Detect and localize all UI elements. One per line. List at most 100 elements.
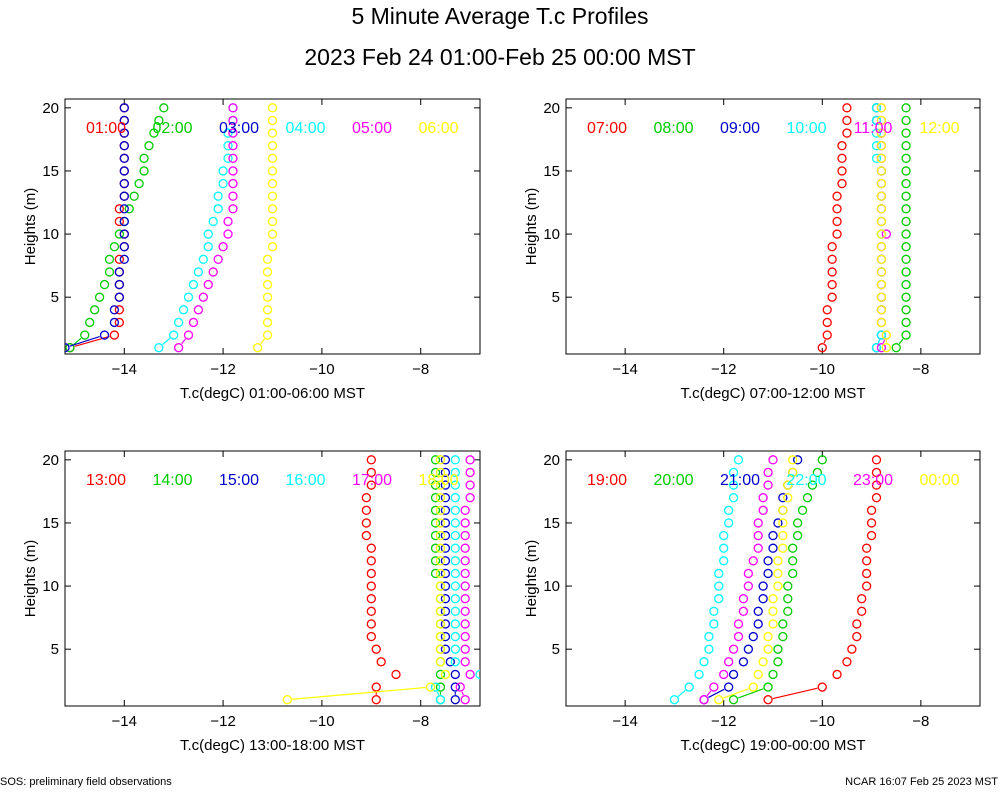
- y-axis-label: Heights (m): [22, 540, 39, 618]
- data-point: [440, 543, 451, 553]
- series-1800: [282, 455, 451, 705]
- data-point: [842, 115, 852, 126]
- data-point: [783, 480, 793, 490]
- data-point: [435, 619, 446, 629]
- data-point: [788, 455, 798, 465]
- x-axis-label: T.c(degC) 13:00-18:00 MST: [180, 737, 365, 754]
- data-point: [460, 619, 470, 629]
- panel-2: −14 −12 −10 −8 5 10 15 20 T.c(degC) 07:00-12:00 …: [523, 98, 981, 402]
- data-point: [228, 178, 238, 189]
- footer-timestamp: NCAR 16:07 Feb 25 2023 MST: [845, 776, 998, 788]
- data-point: [228, 153, 238, 163]
- data-point: [876, 178, 887, 189]
- data-point: [817, 455, 827, 465]
- data-point: [109, 305, 120, 315]
- y-tick-label: 10: [42, 226, 59, 243]
- x-tick-label: −12: [210, 713, 235, 730]
- series-connector: [898, 338, 904, 345]
- data-point: [440, 619, 451, 629]
- data-point: [435, 669, 446, 680]
- data-point: [748, 631, 758, 642]
- data-point: [267, 178, 278, 189]
- data-point: [743, 568, 754, 579]
- data-point: [861, 581, 872, 591]
- data-point: [366, 606, 376, 616]
- series-connector: [772, 687, 818, 700]
- series-0400: [154, 103, 238, 353]
- data-point: [435, 467, 446, 478]
- series-connector: [706, 690, 712, 697]
- data-point: [114, 216, 124, 227]
- data-point: [901, 178, 911, 189]
- legend-label: 10:00: [786, 120, 826, 137]
- data-point: [435, 493, 446, 503]
- legend-label: 14:00: [152, 472, 192, 489]
- data-point: [169, 330, 179, 340]
- data-point: [827, 279, 837, 290]
- data-point: [104, 254, 115, 264]
- data-point: [728, 695, 739, 705]
- data-point: [450, 455, 460, 465]
- panel-3: −14 −12 −10 −8 5 10 15 20 T.c(degC) 13:00-18:00 …: [22, 450, 481, 754]
- data-point: [866, 530, 877, 541]
- data-point: [788, 568, 798, 579]
- y-tick-label: 5: [552, 641, 560, 658]
- data-point: [450, 669, 460, 680]
- data-point: [228, 191, 238, 201]
- data-point: [837, 166, 847, 176]
- data-point: [119, 153, 129, 163]
- data-point: [748, 682, 758, 692]
- data-point: [366, 619, 376, 629]
- data-point: [460, 631, 470, 642]
- data-point: [366, 631, 376, 642]
- legend-label: 23:00: [853, 472, 893, 489]
- data-point: [208, 267, 218, 277]
- data-point: [94, 292, 105, 302]
- series-1500: [440, 455, 460, 705]
- data-point: [861, 556, 872, 566]
- data-point: [65, 343, 70, 353]
- data-point: [366, 594, 376, 604]
- data-point: [901, 153, 911, 163]
- data-point: [773, 581, 783, 591]
- data-point: [430, 682, 441, 692]
- data-point: [262, 305, 273, 315]
- data-point: [119, 191, 129, 201]
- data-point: [768, 619, 778, 629]
- data-point: [901, 141, 911, 151]
- data-point: [876, 254, 887, 264]
- data-point: [119, 141, 129, 151]
- data-point: [114, 305, 124, 315]
- data-point: [159, 103, 169, 113]
- x-axis-label: T.c(degC) 19:00-00:00 MST: [680, 737, 865, 754]
- data-point: [361, 493, 372, 503]
- chart-subtitle: 2023 Feb 24 01:00-Feb 25 00:00 MST: [304, 44, 696, 70]
- series-0600: [253, 103, 278, 353]
- data-point: [773, 644, 783, 654]
- data-point: [753, 518, 763, 528]
- data-point: [262, 330, 273, 340]
- series-connector: [436, 691, 440, 696]
- data-point: [450, 657, 460, 667]
- data-point: [371, 695, 381, 705]
- legend-label: 17:00: [352, 472, 392, 489]
- data-point: [901, 166, 911, 176]
- data-point: [857, 594, 867, 604]
- data-point: [901, 305, 911, 315]
- data-area: [669, 455, 882, 705]
- data-point: [425, 682, 436, 692]
- data-point: [876, 305, 887, 315]
- data-point: [847, 644, 857, 654]
- data-point: [465, 480, 475, 490]
- data-point: [778, 518, 788, 528]
- legend-label: 09:00: [720, 120, 760, 137]
- y-tick-label: 5: [552, 289, 560, 306]
- data-point: [876, 204, 887, 214]
- series-connector: [74, 335, 110, 347]
- data-point: [460, 594, 470, 604]
- data-point: [852, 631, 862, 642]
- data-point: [371, 644, 381, 654]
- data-point: [866, 505, 877, 515]
- data-point: [891, 343, 901, 353]
- data-point: [228, 166, 238, 176]
